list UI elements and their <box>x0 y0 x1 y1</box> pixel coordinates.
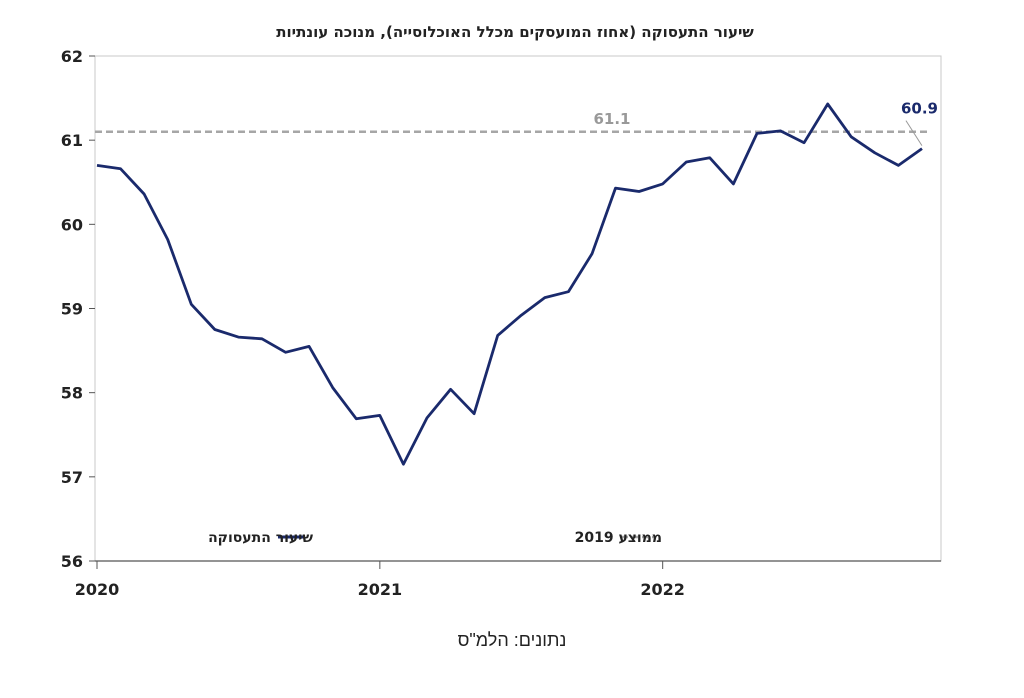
x-tick-label: 2020 <box>75 580 120 599</box>
x-tick-label: 2021 <box>358 580 403 599</box>
y-tick-label: 58 <box>61 384 83 403</box>
x-tick-label: 2022 <box>640 580 685 599</box>
legend-label-average: ממוצע 2019 <box>575 530 662 546</box>
employment-rate-line <box>96 102 923 466</box>
y-tick-label: 57 <box>61 468 83 487</box>
average-2019-label: 61.1 <box>593 110 630 128</box>
y-axis: 56 57 58 59 60 61 62 <box>61 47 95 571</box>
average-layer: 61.1 <box>95 110 931 133</box>
y-tick-label: 56 <box>61 552 83 571</box>
source-note: נתונים: הלמ"ס <box>457 630 567 650</box>
chart-title: שיעור התעסוקה (אחוז המועסקים מכלל האוכלו… <box>276 23 754 41</box>
y-tick-label: 60 <box>61 215 83 234</box>
y-tick-label: 59 <box>61 300 83 319</box>
y-tick-label: 62 <box>61 47 83 66</box>
x-axis: 2020 2021 2022 <box>75 561 685 599</box>
legend: שיעור התעסוקה ממוצע 2019 <box>208 530 662 546</box>
series-layer: 60.9 <box>96 100 938 466</box>
end-label-leader <box>905 120 923 146</box>
end-value-label: 60.9 <box>901 100 938 118</box>
y-tick-label: 61 <box>61 131 83 150</box>
legend-label-employment: שיעור התעסוקה <box>208 530 313 546</box>
